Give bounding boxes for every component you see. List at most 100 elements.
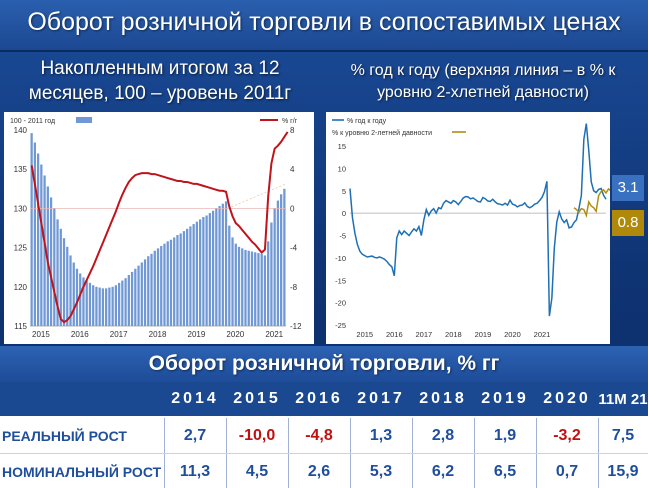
index-bar [192,224,195,326]
table-cell: -10,0 [238,426,276,444]
column-divider [226,418,227,453]
table-title: Оборот розничной торговли, % гг [0,346,648,382]
left-axis-tick-label: 115 [14,322,27,331]
index-bar [224,201,228,326]
index-bar [153,250,156,326]
column-divider [474,418,475,453]
y-axis-tick-label: 5 [342,187,346,196]
table-cell: 2,8 [431,426,455,444]
column-divider [288,418,289,453]
right-axis-tick-label: 8 [290,126,295,135]
table-cell: 6,5 [493,463,517,480]
index-bar [218,206,221,326]
index-bar [137,265,140,326]
index-bar [221,203,224,326]
table-cell: 4,5 [245,463,269,480]
left-axis-tick-label: 140 [14,126,28,135]
x-axis-tick-label: 2021 [534,330,551,339]
y-axis-tick-label: 15 [338,142,346,151]
x-axis-tick-label: 2020 [226,330,244,339]
index-bar [130,271,134,326]
index-bar [189,226,192,326]
index-bar [257,253,260,326]
index-bar [117,282,121,326]
index-bar [49,197,53,326]
index-bar [160,246,163,326]
yoy-chart: % год к году % к уровню 2-летней давности… [332,118,610,339]
y-axis-tick-label: -25 [335,321,346,330]
index-bar [195,221,199,326]
index-bar [82,277,85,326]
index-bar [105,288,108,326]
table-cell: 6,2 [431,463,455,480]
slide-title: Оборот розничной торговли в сопоставимых… [27,8,621,36]
yoy-red-line [30,131,289,324]
index-chart: 100 - 2011 год % г/г 140 135 130 125 120 115 8 4 0… [10,117,302,339]
table-row-nominal: НОМИНАЛЬНЫЙ РОСТ 11,3 4,5 2,6 5,3 6,2 6,5 0,7 15… [0,454,648,488]
index-bar [134,268,137,326]
column-divider [412,418,413,453]
index-bar [260,253,263,326]
index-bar [88,282,92,326]
y-axis-tick-label: -15 [335,276,346,285]
table-row-real: РЕАЛЬНЫЙ РОСТ 2,7 -10,0 -4,8 1,3 2,8 1,9 -3,2 7,… [0,418,648,454]
index-bar [111,286,114,326]
column-header: 2019 [481,390,529,407]
index-bar [101,288,105,326]
y-axis-tick-label: 10 [338,164,346,173]
table-cell: 1,9 [493,426,517,444]
x-axis-tick-label: 2018 [445,330,462,339]
x-axis-tick-label: 2017 [416,330,433,339]
index-bar [179,233,182,326]
index-bar [202,217,205,326]
index-bar [267,241,270,326]
column-header: 2017 [357,390,405,407]
column-divider [536,418,537,453]
left-axis-tick-label: 120 [14,283,28,292]
column-divider [536,454,537,488]
yoy-chart-panel: % год к году % к уровню 2-летней давности… [326,112,610,344]
row-label: РЕАЛЬНЫЙ РОСТ [2,427,127,444]
index-bar [169,239,173,326]
index-bar [143,259,147,326]
column-divider [226,454,227,488]
index-bar [250,251,254,326]
x-axis-tick-label: 2016 [386,330,403,339]
index-bar [263,255,267,326]
index-bar [211,210,215,326]
x-axis-tick-label: 2016 [71,330,89,339]
index-bar [59,228,62,326]
index-bar [62,238,66,326]
table-cell: 7,5 [611,426,635,444]
index-bar [43,175,46,326]
table-cell: -3,2 [553,426,581,444]
index-bar [163,243,166,326]
index-bar [241,248,244,326]
index-bar [147,256,150,326]
table-cell: 2,7 [183,426,207,444]
legend-2yr-label: % к уровню 2-летней давности [332,129,432,137]
column-divider [474,454,475,488]
index-bar [95,286,98,326]
right-axis-tick-label: -8 [290,283,298,292]
index-bar [186,228,189,326]
legend-yoy-label: % год к году [347,118,387,125]
index-bar [182,231,186,326]
column-header: 11М 21 [598,390,648,408]
x-axis-tick-label: 2021 [265,330,283,339]
index-bar [108,287,111,326]
index-bar [237,246,241,326]
left-axis-tick-label: 135 [14,165,28,174]
two-year-latest-badge: 0.8 [612,210,644,236]
table-header-row: 2014 2015 2016 2017 2018 2019 2020 11М 21 [0,382,648,416]
table-cell: 0,7 [555,463,579,480]
index-bar [127,275,130,326]
column-header: 2020 [543,390,591,407]
right-axis-tick-label: -4 [290,244,298,253]
y-axis-tick-label: -20 [335,299,346,308]
column-header: 2015 [233,390,281,407]
column-divider [350,454,351,488]
index-bar [273,208,276,326]
index-bar [66,246,69,326]
table-cell: 1,3 [369,426,393,444]
